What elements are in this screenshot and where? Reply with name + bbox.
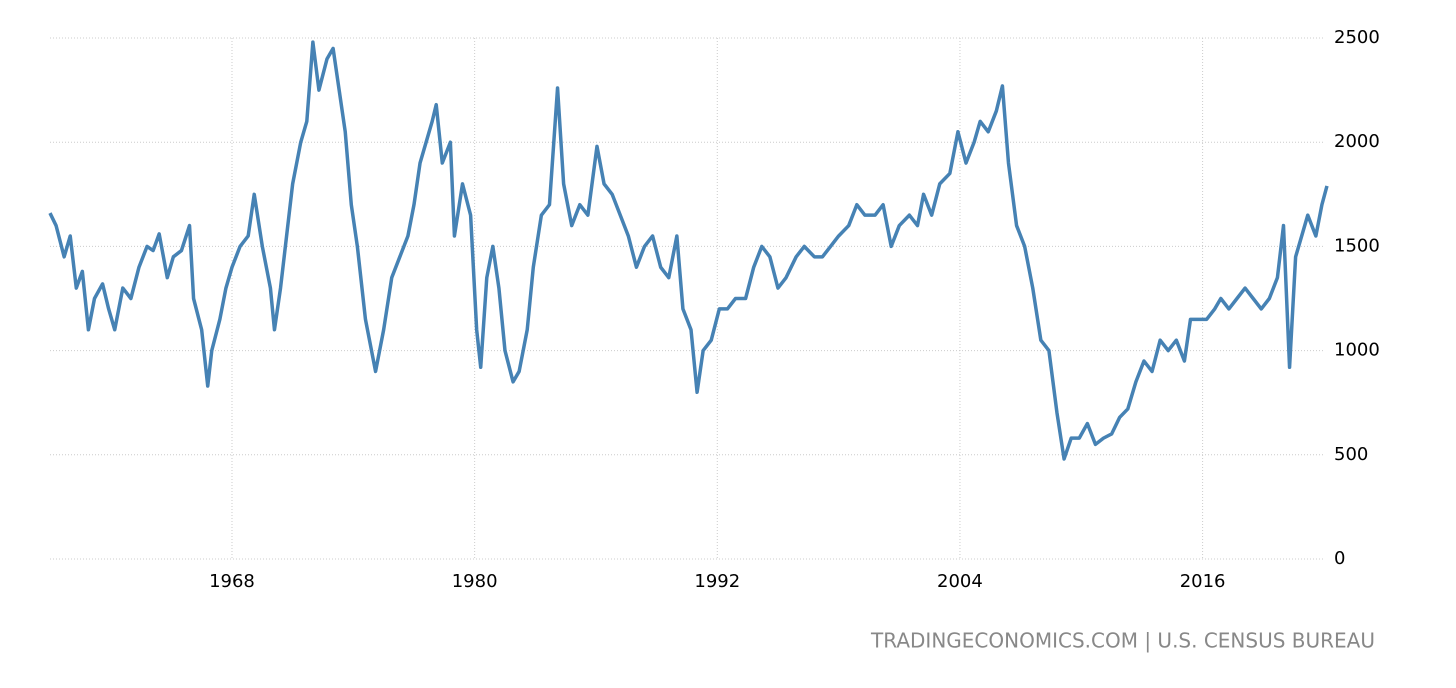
- y-tick-label: 0: [1334, 548, 1345, 569]
- y-tick-label: 2000: [1334, 131, 1380, 152]
- y-tick-label: 2500: [1334, 27, 1380, 48]
- x-tick-label: 2016: [1180, 571, 1226, 592]
- x-tick-label: 2004: [937, 571, 983, 592]
- data-line: [48, 40, 1329, 461]
- x-tick-label: 1992: [694, 571, 740, 592]
- x-tick-label: 1968: [209, 571, 255, 592]
- x-tick-label: 1980: [452, 571, 498, 592]
- y-tick-label: 1000: [1334, 340, 1380, 361]
- source: TRADINGECONOMICS.COM | U.S. CENSUS BUREA…: [870, 629, 1375, 653]
- y-tick-label: 500: [1334, 444, 1368, 465]
- y-tick-label: 1500: [1334, 235, 1380, 256]
